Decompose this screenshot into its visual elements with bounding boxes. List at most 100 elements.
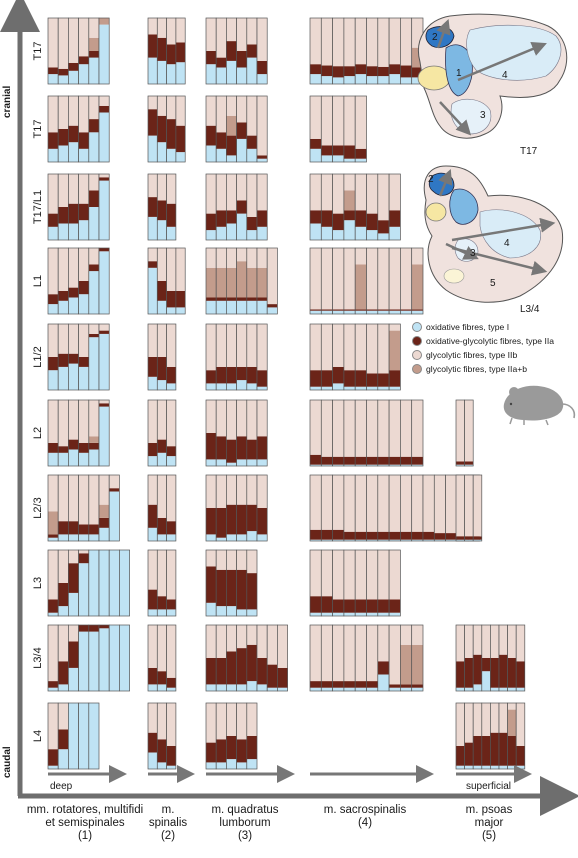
bar-segment (236, 762, 247, 769)
bar-segment (88, 333, 99, 338)
bar-segment (88, 436, 99, 443)
bar-segment (68, 223, 79, 240)
bar-segment (88, 264, 99, 272)
bar (256, 17, 268, 85)
bar-segment (343, 681, 356, 688)
bar-segment (389, 550, 401, 600)
bar-segment (157, 684, 167, 691)
bar-segment (310, 309, 322, 311)
bar-segment (68, 96, 79, 126)
bar-segment (88, 449, 99, 466)
bar-segment (464, 475, 474, 537)
bar-segment (473, 703, 482, 736)
bar-segment (236, 569, 247, 610)
bar-segment (343, 456, 356, 465)
bar-segment (216, 508, 227, 538)
bar-segment (48, 612, 59, 616)
bar-segment (99, 180, 110, 240)
l34-arrow-c (445, 242, 479, 260)
bar-segment (257, 158, 268, 162)
bar-segment (310, 148, 322, 162)
bar-segment (507, 625, 517, 658)
bar-segment (166, 44, 176, 65)
bar-segment (310, 625, 322, 682)
bar-segment (166, 366, 176, 384)
bar-segment (48, 357, 59, 371)
bar-segment (88, 18, 99, 38)
bar-segment (377, 309, 390, 311)
bar (98, 247, 110, 315)
bar-segment (68, 475, 79, 522)
bar-segment (226, 504, 237, 535)
bar-segment (99, 174, 110, 178)
bar-segment (216, 148, 227, 162)
bar (256, 173, 268, 241)
bar-segment (226, 651, 237, 685)
bar-segment (99, 504, 110, 518)
bar-segment (148, 109, 158, 136)
bar (175, 95, 186, 163)
bar-segment (99, 400, 110, 404)
bar-segment (366, 18, 378, 67)
panel-L1-2-muscle-1 (47, 323, 110, 391)
bar-segment (310, 681, 322, 688)
l34-arrow-a (451, 217, 556, 242)
bar-segment (68, 287, 79, 298)
bar-segment (377, 174, 390, 221)
bar-segment (166, 18, 176, 45)
bar-segment (343, 174, 356, 191)
t17-region-label-2: 2 (432, 32, 438, 43)
bar-segment (332, 625, 344, 682)
bar-segment (490, 658, 499, 688)
bar-segment (148, 267, 158, 314)
bar-segment (310, 539, 322, 541)
l34-region-4 (479, 209, 541, 259)
bar-segment (206, 566, 217, 603)
bar-segment (257, 658, 268, 685)
bar-segment (157, 550, 167, 597)
bar-segment (166, 609, 176, 616)
bar-segment (68, 439, 79, 450)
bar-segment (355, 475, 367, 532)
muscle-label-4: m. sacrospinalis (4) (310, 804, 420, 830)
bar-segment (88, 324, 99, 334)
bar-segment (88, 337, 99, 390)
bar-segment (343, 210, 356, 221)
l34-region-label-4: 4 (504, 238, 510, 249)
bar-segment (267, 664, 278, 688)
bar-segment (377, 233, 390, 240)
legend-swatch-type-iib (412, 350, 422, 360)
bar-segment (157, 400, 167, 440)
bar-segment (377, 550, 390, 600)
bar-segment (99, 248, 110, 252)
t17-arrow-b (439, 101, 472, 136)
bar-segment (157, 174, 167, 201)
bar-segment (157, 762, 167, 769)
bar (166, 549, 177, 617)
bar-segment (321, 625, 333, 682)
bar-segment (456, 539, 465, 541)
bar-segment (236, 248, 247, 262)
bar (166, 323, 177, 391)
bar-segment (366, 625, 378, 682)
bar-segment (78, 524, 89, 535)
bar-segment (343, 539, 356, 541)
bar-segment (411, 67, 423, 78)
bar-segment (366, 599, 378, 613)
bar-segment (88, 625, 99, 632)
bar-segment (236, 200, 247, 214)
bar-segment (267, 687, 278, 691)
bar-segment (434, 539, 446, 541)
bar-segment (490, 703, 499, 733)
panel-L3-4-muscle-3 (205, 624, 288, 692)
bar-segment (246, 400, 257, 440)
bar-segment (411, 18, 423, 48)
muscle-label-3: m. quadratus lumborum (3) (200, 804, 290, 843)
bar-segment (148, 684, 158, 691)
bar (388, 173, 401, 241)
bar-segment (58, 248, 69, 291)
bar-segment (148, 197, 158, 217)
bar-segment (343, 531, 356, 540)
bar-segment (464, 687, 474, 691)
bar-segment (355, 309, 367, 311)
